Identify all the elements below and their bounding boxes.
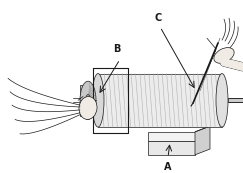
- Ellipse shape: [216, 74, 228, 127]
- Text: B: B: [113, 44, 121, 54]
- Ellipse shape: [80, 81, 96, 119]
- Ellipse shape: [92, 74, 104, 127]
- Text: A: A: [164, 162, 172, 172]
- Polygon shape: [195, 126, 210, 155]
- Ellipse shape: [79, 97, 97, 119]
- Text: C: C: [154, 13, 162, 23]
- Polygon shape: [195, 126, 210, 132]
- Polygon shape: [228, 98, 243, 102]
- Ellipse shape: [86, 95, 90, 106]
- Polygon shape: [148, 141, 195, 155]
- Polygon shape: [148, 132, 195, 141]
- Polygon shape: [80, 85, 96, 116]
- Polygon shape: [98, 74, 222, 127]
- Ellipse shape: [214, 48, 234, 63]
